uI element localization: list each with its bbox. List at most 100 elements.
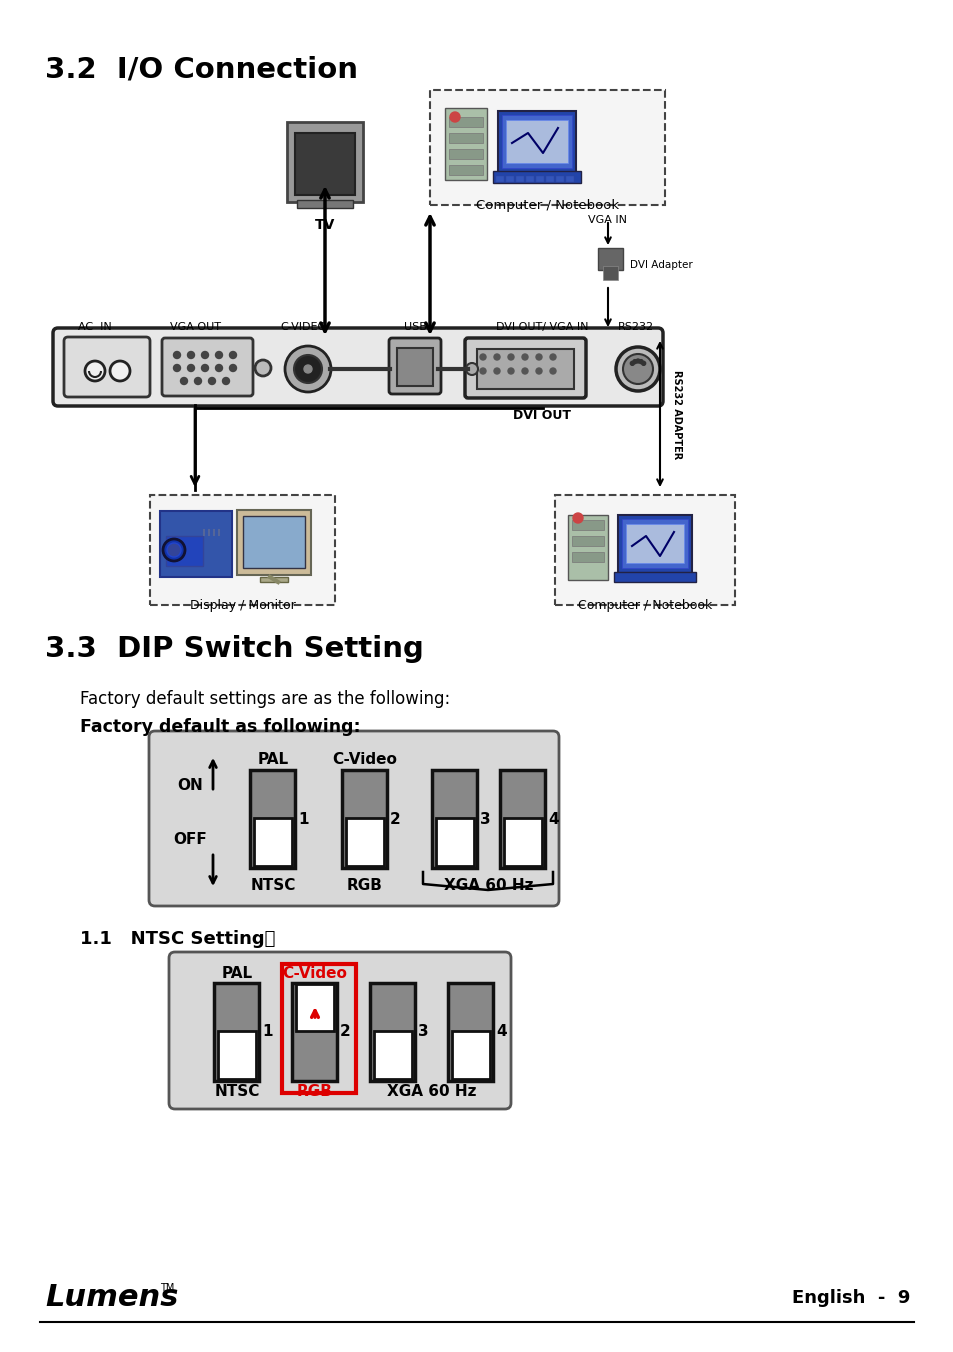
- FancyBboxPatch shape: [430, 91, 664, 206]
- FancyBboxPatch shape: [555, 495, 734, 604]
- FancyBboxPatch shape: [444, 108, 486, 180]
- FancyBboxPatch shape: [452, 1030, 490, 1079]
- Circle shape: [536, 368, 541, 375]
- FancyBboxPatch shape: [618, 515, 691, 573]
- Circle shape: [173, 365, 180, 372]
- FancyBboxPatch shape: [346, 818, 384, 865]
- FancyBboxPatch shape: [505, 176, 514, 183]
- Text: English  -  9: English - 9: [791, 1288, 909, 1307]
- Text: NTSC: NTSC: [250, 879, 295, 894]
- Text: 1.1   NTSC Setting：: 1.1 NTSC Setting：: [80, 930, 275, 948]
- Circle shape: [285, 346, 331, 392]
- FancyBboxPatch shape: [556, 176, 563, 183]
- Text: DVI OUT: DVI OUT: [513, 410, 571, 422]
- FancyBboxPatch shape: [436, 818, 474, 865]
- Text: 2: 2: [390, 811, 400, 826]
- FancyBboxPatch shape: [389, 338, 440, 393]
- Text: C-VIDEO: C-VIDEO: [280, 322, 327, 333]
- Circle shape: [230, 352, 236, 358]
- Circle shape: [173, 352, 180, 358]
- Circle shape: [85, 361, 105, 381]
- Circle shape: [632, 360, 637, 364]
- Circle shape: [450, 112, 459, 122]
- Text: 1: 1: [297, 811, 308, 826]
- Text: PAL: PAL: [257, 752, 288, 767]
- FancyBboxPatch shape: [464, 338, 585, 397]
- FancyBboxPatch shape: [449, 118, 482, 127]
- Circle shape: [507, 354, 514, 360]
- Circle shape: [521, 368, 527, 375]
- FancyBboxPatch shape: [293, 983, 337, 1082]
- Text: DVI OUT/ VGA IN: DVI OUT/ VGA IN: [496, 322, 588, 333]
- FancyBboxPatch shape: [536, 176, 543, 183]
- Text: TV: TV: [314, 218, 335, 233]
- FancyBboxPatch shape: [260, 577, 288, 581]
- FancyBboxPatch shape: [53, 329, 662, 406]
- Circle shape: [167, 544, 181, 557]
- Text: C-Video: C-Video: [333, 752, 397, 767]
- FancyBboxPatch shape: [572, 552, 603, 562]
- FancyBboxPatch shape: [449, 132, 482, 143]
- FancyBboxPatch shape: [448, 983, 493, 1082]
- Text: 4: 4: [547, 811, 558, 826]
- Text: Display / Monitor: Display / Monitor: [190, 599, 295, 612]
- Circle shape: [630, 361, 634, 365]
- FancyBboxPatch shape: [218, 1030, 255, 1079]
- Circle shape: [188, 352, 194, 358]
- Circle shape: [180, 377, 188, 384]
- Text: 3.3  DIP Switch Setting: 3.3 DIP Switch Setting: [45, 635, 423, 662]
- Circle shape: [222, 377, 230, 384]
- Text: RS232 ADAPTER: RS232 ADAPTER: [671, 370, 681, 460]
- FancyBboxPatch shape: [572, 535, 603, 546]
- Text: USB: USB: [403, 322, 426, 333]
- Circle shape: [479, 368, 485, 375]
- FancyBboxPatch shape: [503, 818, 541, 865]
- FancyBboxPatch shape: [565, 176, 574, 183]
- Circle shape: [639, 360, 642, 364]
- FancyBboxPatch shape: [625, 525, 683, 562]
- Text: Factory default settings are as the following:: Factory default settings are as the foll…: [80, 690, 450, 708]
- Text: Computer / Notebook: Computer / Notebook: [476, 199, 618, 212]
- FancyBboxPatch shape: [449, 165, 482, 174]
- FancyBboxPatch shape: [432, 771, 477, 868]
- FancyBboxPatch shape: [449, 149, 482, 160]
- FancyBboxPatch shape: [214, 983, 259, 1082]
- Circle shape: [215, 352, 222, 358]
- FancyBboxPatch shape: [166, 535, 203, 566]
- Circle shape: [641, 361, 645, 365]
- FancyBboxPatch shape: [162, 338, 253, 396]
- Circle shape: [494, 368, 499, 375]
- FancyBboxPatch shape: [253, 818, 292, 865]
- Text: RGB: RGB: [296, 1083, 333, 1098]
- Circle shape: [622, 354, 652, 384]
- FancyBboxPatch shape: [294, 132, 355, 195]
- Circle shape: [465, 362, 477, 375]
- Text: Computer / Notebook: Computer / Notebook: [578, 599, 711, 612]
- FancyBboxPatch shape: [545, 176, 554, 183]
- Circle shape: [194, 377, 201, 384]
- Circle shape: [479, 354, 485, 360]
- Text: PAL: PAL: [221, 967, 253, 982]
- FancyBboxPatch shape: [370, 983, 416, 1082]
- Text: 1: 1: [262, 1025, 273, 1040]
- FancyBboxPatch shape: [150, 495, 335, 604]
- Text: 3.2  I/O Connection: 3.2 I/O Connection: [45, 55, 357, 82]
- FancyBboxPatch shape: [296, 200, 353, 208]
- Text: 2: 2: [339, 1025, 351, 1040]
- FancyBboxPatch shape: [243, 516, 305, 568]
- FancyBboxPatch shape: [342, 771, 387, 868]
- FancyBboxPatch shape: [602, 266, 618, 280]
- Text: 4: 4: [496, 1025, 506, 1040]
- Circle shape: [230, 365, 236, 372]
- FancyBboxPatch shape: [236, 510, 311, 575]
- Text: XGA 60 Hz: XGA 60 Hz: [444, 879, 533, 894]
- Circle shape: [521, 354, 527, 360]
- Text: VGA IN: VGA IN: [587, 215, 626, 224]
- Circle shape: [616, 347, 659, 391]
- FancyBboxPatch shape: [500, 771, 545, 868]
- Circle shape: [494, 354, 499, 360]
- FancyBboxPatch shape: [64, 337, 150, 397]
- Circle shape: [550, 368, 556, 375]
- Circle shape: [294, 356, 322, 383]
- Circle shape: [209, 377, 215, 384]
